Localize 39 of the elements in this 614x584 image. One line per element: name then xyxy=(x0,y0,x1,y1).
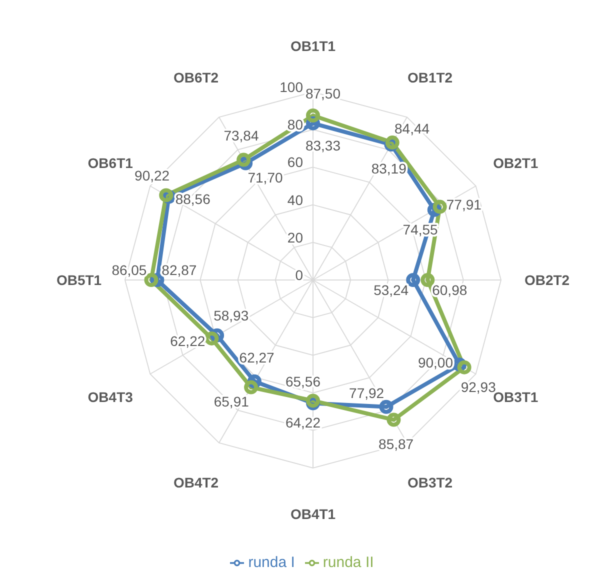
spoke-label: OB6T1 xyxy=(88,155,134,171)
legend-label: runda II xyxy=(322,554,374,571)
data-label: 86,05 xyxy=(112,262,147,278)
data-label: 77,91 xyxy=(446,196,482,212)
spoke-label: OB3T2 xyxy=(407,474,453,491)
legend-label: runda I xyxy=(248,554,295,571)
spoke-label: OB1T1 xyxy=(290,38,336,54)
data-label: 62,22 xyxy=(170,332,206,349)
spoke-label: OB4T2 xyxy=(173,474,219,491)
spoke-label: OB1T2 xyxy=(407,69,453,86)
y-tick-label: 100 xyxy=(280,79,304,95)
y-tick-label: 20 xyxy=(287,229,304,246)
data-label: 77,92 xyxy=(349,384,384,401)
data-label: 85,87 xyxy=(378,436,414,452)
data-label: 90,00 xyxy=(418,354,454,370)
spoke-label: OB2T1 xyxy=(493,155,538,171)
data-label: 82,87 xyxy=(162,262,197,278)
data-label: 64,22 xyxy=(285,414,321,431)
spoke-label: OB2T2 xyxy=(524,272,570,288)
data-label: 58,93 xyxy=(214,308,249,324)
data-label: 87,50 xyxy=(305,86,341,102)
data-label: 73,84 xyxy=(224,128,259,144)
data-label: 62,27 xyxy=(239,349,275,366)
spoke-label: OB6T2 xyxy=(173,69,219,86)
data-label: 53,24 xyxy=(374,282,409,298)
data-label: 83,19 xyxy=(371,160,407,177)
data-label: 84,44 xyxy=(394,120,430,136)
data-label: 65,91 xyxy=(214,393,250,410)
y-tick-label: 60 xyxy=(287,154,304,170)
data-label: 90,22 xyxy=(134,168,170,184)
data-label: 83,33 xyxy=(305,137,341,154)
y-tick-label: 0 xyxy=(295,267,304,283)
data-label: 88,56 xyxy=(175,191,211,208)
data-label: 65,56 xyxy=(285,373,321,390)
spoke-label: OB4T3 xyxy=(88,389,134,405)
y-tick-label: 40 xyxy=(287,192,304,208)
data-label: 71,70 xyxy=(248,169,283,186)
spoke-label: OB5T1 xyxy=(56,272,102,288)
spoke-label: OB4T1 xyxy=(290,506,336,522)
